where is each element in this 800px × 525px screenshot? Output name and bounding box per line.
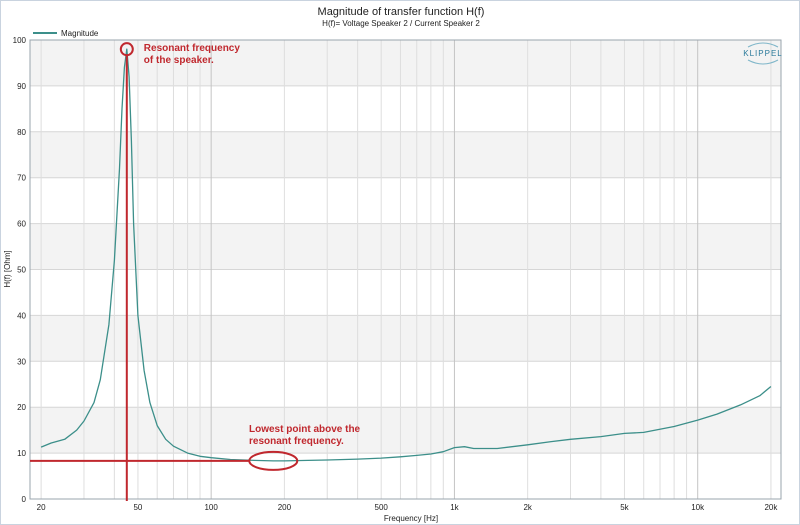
series-line-magnitude: [40, 48, 772, 462]
klippel-logo: KLIPPEL: [743, 42, 782, 65]
resonant-marker-circle: [119, 42, 134, 57]
y-tick-label: 20: [17, 403, 26, 412]
grid-band: [30, 269, 781, 316]
legend: Magnitude: [33, 29, 99, 38]
background-bands: [30, 40, 781, 499]
annotation-resonant-text: of the speaker.: [144, 55, 214, 66]
y-tick-label: 50: [17, 266, 26, 275]
y-tick-label: 90: [17, 82, 26, 91]
grid-band: [30, 223, 781, 270]
x-tick-label: 10k: [691, 503, 705, 512]
annotation-resonant-text: Resonant frequency: [144, 43, 241, 54]
y-tick-label: 30: [17, 357, 26, 366]
grid-band: [30, 407, 781, 454]
y-tick-label: 60: [17, 220, 26, 229]
grid-band: [30, 361, 781, 408]
x-tick-label: 200: [278, 503, 292, 512]
x-tick-label: 50: [133, 503, 142, 512]
x-tick-label: 100: [204, 503, 218, 512]
y-tick-label: 80: [17, 128, 26, 137]
grid-band: [30, 40, 781, 86]
x-tick-label: 5k: [620, 503, 629, 512]
y-tick-label: 0: [22, 495, 27, 504]
x-axis-label: Frequency [Hz]: [384, 514, 438, 523]
x-tick-labels: 20 50 100 200 500 1k 2k 5k 10k 20k: [37, 503, 779, 512]
plot-border: [29, 39, 782, 500]
y-tick-labels: 0 10 20 30 40 50 60 70 80 90 100: [13, 36, 27, 504]
y-tick-label: 10: [17, 449, 26, 458]
y-tick-label: 40: [17, 311, 26, 320]
grid-band: [30, 315, 781, 362]
annotation-lowest-text: Lowest point above the: [249, 424, 361, 435]
y-tick-label: 100: [13, 36, 27, 45]
grid-band: [30, 85, 781, 132]
grid-band: [30, 177, 781, 224]
annotation-lowest-text: resonant frequency.: [249, 436, 344, 447]
x-tick-label: 500: [375, 503, 389, 512]
logo-text: KLIPPEL: [743, 49, 782, 58]
series-layer: [40, 48, 772, 462]
lowest-point-marker-ellipse: [248, 450, 299, 471]
grid-band: [30, 131, 781, 178]
logo-arc-bottom: [747, 59, 779, 65]
y-tick-label: 70: [17, 174, 26, 183]
y-axis-label: H(f) [Ohm]: [3, 250, 12, 287]
x-tick-label: 1k: [450, 503, 459, 512]
chart-title: Magnitude of transfer function H(f): [318, 6, 485, 18]
x-tick-label: 20k: [764, 503, 778, 512]
x-tick-label: 20: [37, 503, 46, 512]
chart-subtitle: H(f)= Voltage Speaker 2 / Current Speake…: [322, 19, 480, 28]
legend-entry-magnitude: Magnitude: [61, 29, 99, 38]
x-tick-label: 2k: [523, 503, 532, 512]
logo-arc-top: [747, 42, 779, 48]
